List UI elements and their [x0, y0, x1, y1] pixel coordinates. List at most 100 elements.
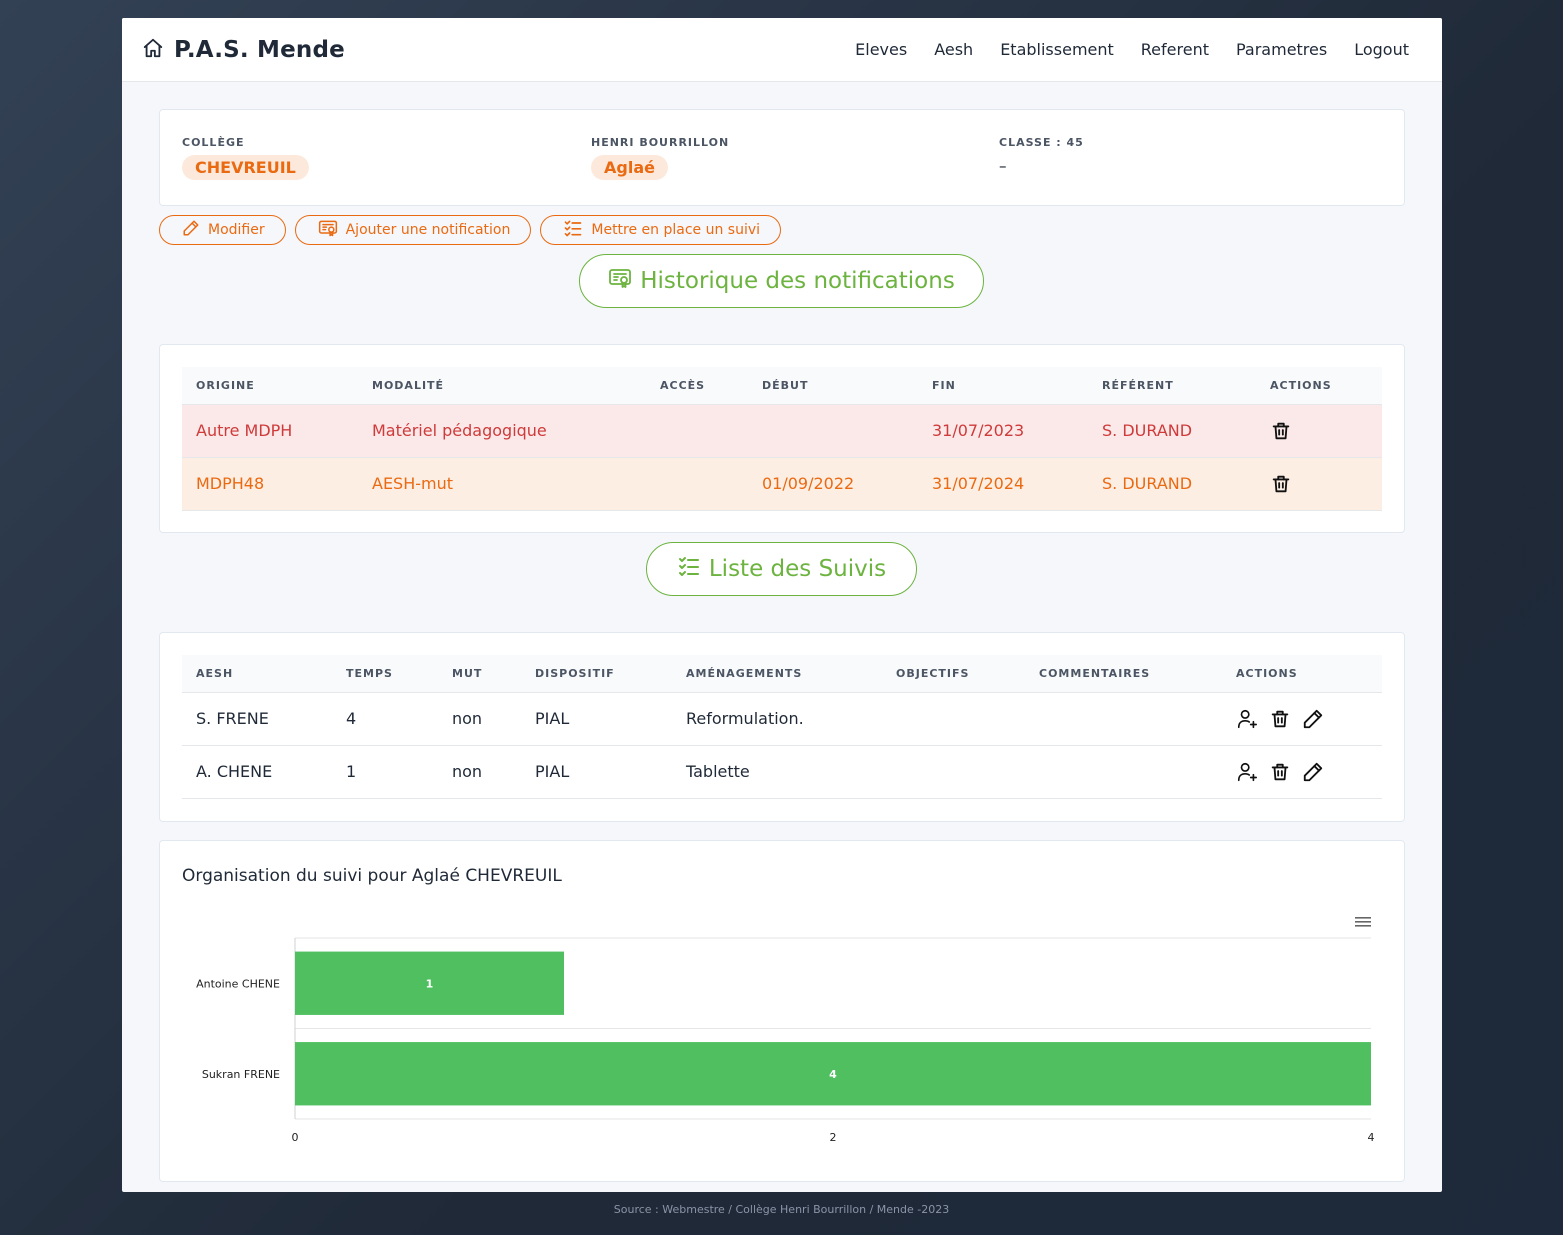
user-plus-icon[interactable]	[1236, 761, 1258, 783]
add-notification-button[interactable]: Ajouter une notification	[294, 215, 532, 245]
followups-card: AESH TEMPS MUT DISPOSITIF AMÉNAGEMENTS O…	[159, 632, 1405, 822]
cell-modalite: Matériel pédagogique	[358, 404, 646, 458]
college-column: COLLÈGE CHEVREUIL	[182, 136, 309, 180]
cell-aesh: S. FRENE	[182, 692, 332, 746]
pencil-icon	[182, 219, 200, 241]
trash-icon[interactable]	[1270, 420, 1292, 442]
add-followup-label: Mettre en place un suivi	[591, 222, 761, 238]
cell-acces	[646, 404, 748, 458]
column-header: ACTIONS	[1222, 655, 1382, 693]
column-header: MUT	[438, 655, 521, 693]
column-header: RÉFÉRENT	[1088, 367, 1256, 405]
class-column: CLASSE : 45 –	[999, 136, 1084, 175]
cell-actions	[1256, 404, 1382, 458]
cell-mut: non	[438, 745, 521, 799]
cell-mut: non	[438, 692, 521, 746]
chart-card: Organisation du suivi pour Aglaé CHEVREU…	[159, 840, 1405, 1182]
edit-button[interactable]: Modifier	[159, 215, 286, 245]
table-row: MDPH48 AESH-mut 01/09/2022 31/07/2024 S.…	[182, 457, 1382, 511]
pencil-icon[interactable]	[1302, 761, 1324, 783]
student-firstname: Aglaé	[591, 155, 668, 180]
college-label: COLLÈGE	[182, 136, 245, 149]
column-header: ACTIONS	[1256, 367, 1382, 405]
user-plus-icon[interactable]	[1236, 708, 1258, 730]
table-row: S. FRENE 4 non PIAL Reformulation.	[182, 692, 1382, 746]
column-header: ORIGINE	[182, 367, 358, 405]
column-header: AESH	[182, 655, 332, 693]
bar	[295, 951, 564, 1015]
cell-modalite: AESH-mut	[358, 457, 646, 511]
cell-actions	[1222, 745, 1382, 799]
cell-dispositif: PIAL	[521, 692, 672, 746]
notification-history-button[interactable]: Historique des notifications	[579, 254, 984, 308]
notification-history-label: Historique des notifications	[640, 268, 955, 294]
column-header: FIN	[918, 367, 1088, 405]
cell-amenagements: Tablette	[672, 745, 882, 799]
column-header: DISPOSITIF	[521, 655, 672, 693]
class-label: CLASSE : 45	[999, 136, 1084, 149]
category-label: Antoine CHENE	[196, 977, 280, 990]
cell-actions	[1222, 692, 1382, 746]
column-header: MODALITÉ	[358, 367, 646, 405]
certificate-icon	[608, 266, 632, 296]
cell-debut: 01/09/2022	[748, 457, 918, 511]
chart-menu-icon[interactable]	[1354, 914, 1372, 933]
nav-etablissement[interactable]: Etablissement	[1000, 40, 1114, 59]
cell-commentaires	[1025, 745, 1222, 799]
cell-origine: Autre MDPH	[182, 404, 358, 458]
home-icon[interactable]	[142, 37, 164, 63]
cell-objectifs	[882, 745, 1025, 799]
nav-logout[interactable]: Logout	[1354, 40, 1409, 59]
cell-referent: S. DURAND	[1088, 457, 1256, 511]
trash-icon[interactable]	[1269, 761, 1291, 783]
cell-fin: 31/07/2024	[918, 457, 1088, 511]
nav-aesh[interactable]: Aesh	[934, 40, 974, 59]
brand[interactable]: P.A.S. Mende	[142, 37, 345, 63]
nav-eleves[interactable]: Eleves	[855, 40, 908, 59]
bar-chart: Antoine CHENE 1 Sukran FRENE 4 0 2 4	[196, 937, 1375, 1144]
school-column: HENRI BOURRILLON Aglaé	[591, 136, 729, 180]
cell-actions	[1256, 457, 1382, 511]
student-info-card: COLLÈGE CHEVREUIL HENRI BOURRILLON Aglaé…	[159, 109, 1405, 206]
column-header: TEMPS	[332, 655, 438, 693]
column-header: DÉBUT	[748, 367, 918, 405]
main-nav: Eleves Aesh Etablissement Referent Param…	[855, 40, 1422, 59]
tick-label: 0	[292, 1131, 299, 1144]
navbar: P.A.S. Mende Eleves Aesh Etablissement R…	[122, 18, 1442, 82]
checklist-icon	[677, 554, 701, 584]
app-title: P.A.S. Mende	[174, 36, 345, 63]
cell-amenagements: Reformulation.	[672, 692, 882, 746]
class-value: –	[999, 157, 1007, 175]
cell-commentaires	[1025, 692, 1222, 746]
checklist-icon	[563, 218, 583, 242]
followup-list-label: Liste des Suivis	[708, 556, 887, 582]
add-followup-button[interactable]: Mettre en place un suivi	[540, 215, 782, 245]
followups-table: AESH TEMPS MUT DISPOSITIF AMÉNAGEMENTS O…	[182, 655, 1382, 799]
nav-parametres[interactable]: Parametres	[1235, 40, 1328, 59]
pencil-icon[interactable]	[1302, 708, 1324, 730]
column-header: AMÉNAGEMENTS	[672, 655, 882, 693]
bar	[295, 1042, 1371, 1106]
trash-icon[interactable]	[1270, 473, 1292, 495]
table-row: A. CHENE 1 non PIAL Tablette	[182, 745, 1382, 799]
data-label: 4	[829, 1068, 837, 1081]
notifications-card: ORIGINE MODALITÉ ACCÈS DÉBUT FIN RÉFÉREN…	[159, 344, 1405, 533]
school-label: HENRI BOURRILLON	[591, 136, 730, 149]
cell-fin: 31/07/2023	[918, 404, 1088, 458]
app-window: P.A.S. Mende Eleves Aesh Etablissement R…	[122, 18, 1442, 1192]
cell-objectifs	[882, 692, 1025, 746]
cell-aesh: A. CHENE	[182, 745, 332, 799]
nav-referent[interactable]: Referent	[1140, 40, 1209, 59]
trash-icon[interactable]	[1269, 708, 1291, 730]
table-header-row: ORIGINE MODALITÉ ACCÈS DÉBUT FIN RÉFÉREN…	[182, 367, 1382, 405]
cell-referent: S. DURAND	[1088, 404, 1256, 458]
followup-list-button[interactable]: Liste des Suivis	[646, 542, 917, 596]
edit-label: Modifier	[208, 222, 265, 238]
column-header: COMMENTAIRES	[1025, 655, 1222, 693]
table-row: Autre MDPH Matériel pédagogique 31/07/20…	[182, 404, 1382, 458]
cell-acces	[646, 457, 748, 511]
student-actions: Modifier Ajouter une notification Mettre…	[159, 215, 782, 245]
column-header: OBJECTIFS	[882, 655, 1025, 693]
tick-label: 2	[830, 1131, 837, 1144]
column-header: ACCÈS	[646, 367, 748, 405]
